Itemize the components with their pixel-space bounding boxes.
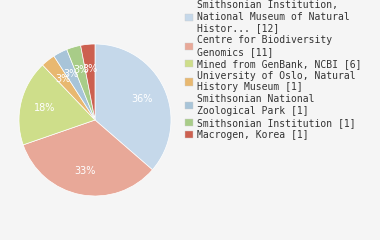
Text: 36%: 36%: [131, 94, 153, 103]
Text: 3%: 3%: [55, 74, 71, 84]
Wedge shape: [81, 44, 95, 120]
Text: 33%: 33%: [74, 166, 96, 176]
Text: 3%: 3%: [82, 64, 98, 73]
Text: 18%: 18%: [34, 103, 55, 113]
Wedge shape: [43, 56, 95, 120]
Wedge shape: [54, 49, 95, 120]
Legend: Smithsonian Institution,
National Museum of Natural
Histor... [12], Centre for B: Smithsonian Institution, National Museum…: [185, 0, 361, 140]
Wedge shape: [95, 44, 171, 170]
Wedge shape: [19, 65, 95, 145]
Wedge shape: [67, 45, 95, 120]
Wedge shape: [23, 120, 152, 196]
Text: 3%: 3%: [64, 69, 79, 79]
Text: 3%: 3%: [73, 66, 88, 75]
